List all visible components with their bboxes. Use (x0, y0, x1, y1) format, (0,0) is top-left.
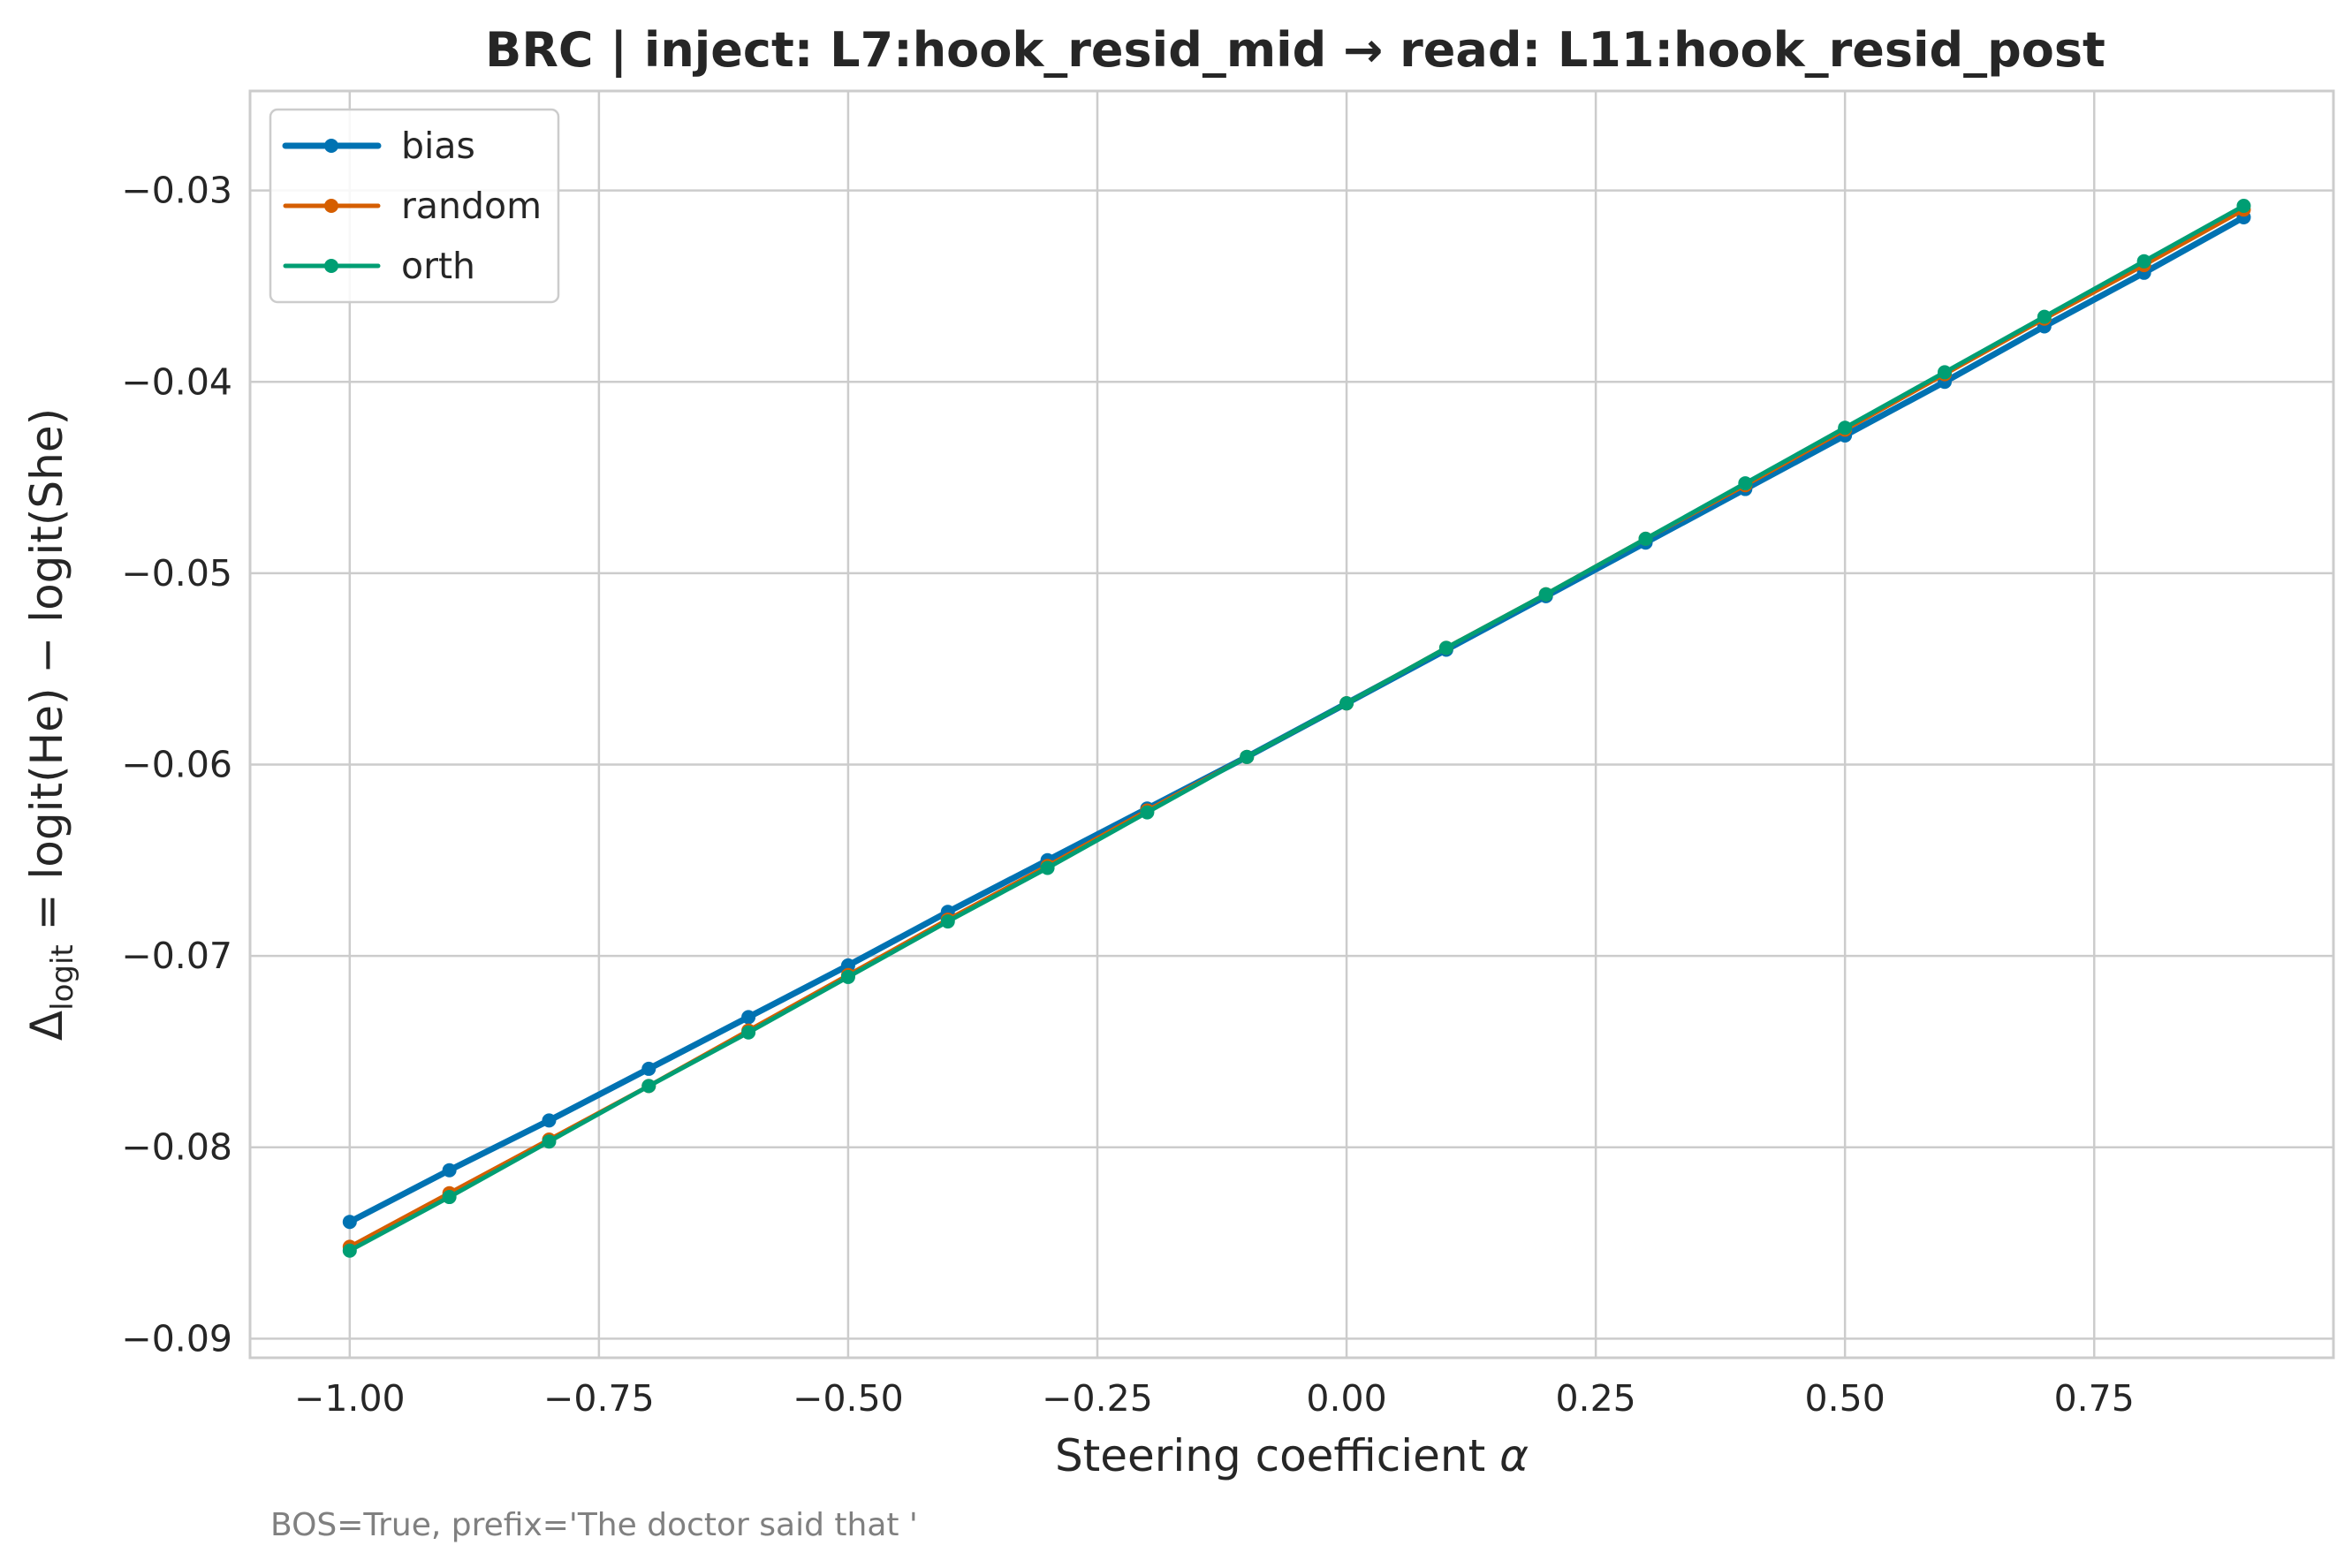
x-tick-label: 0.75 (2054, 1377, 2135, 1420)
chart-title: BRC | inject: L7:hook_resid_mid → read: … (485, 22, 2105, 78)
footnote: BOS=True, prefix='The doctor said that ' (270, 1507, 918, 1543)
data-point-bias (741, 1010, 756, 1025)
data-point-orth (1240, 749, 1255, 764)
y-tick-label: −0.05 (121, 552, 232, 595)
plot-frame (248, 89, 2335, 1360)
data-point-orth (1040, 860, 1055, 875)
data-point-orth (2236, 198, 2251, 213)
legend-label-bias: bias (401, 125, 475, 167)
x-tick-label: −0.50 (793, 1377, 904, 1420)
legend-marker-bias (324, 139, 338, 153)
y-tick-label: −0.06 (121, 743, 232, 785)
data-point-orth (940, 914, 955, 929)
data-point-orth (641, 1079, 656, 1094)
data-point-orth (1937, 365, 1952, 380)
data-point-orth (342, 1243, 357, 1258)
legend-label-orth: orth (401, 245, 475, 287)
data-point-orth (1638, 531, 1653, 546)
x-tick-label: 0.25 (1555, 1377, 1635, 1420)
data-point-orth (542, 1134, 557, 1149)
data-point-orth (1438, 640, 1453, 655)
y-tick-label: −0.04 (121, 360, 232, 403)
y-tick-label: −0.09 (121, 1317, 232, 1360)
legend-label-random: random (401, 185, 542, 227)
x-tick-label: −0.25 (1042, 1377, 1153, 1420)
data-point-orth (1838, 420, 1853, 436)
series-orth (342, 198, 2251, 1258)
x-tick-label: −1.00 (294, 1377, 406, 1420)
y-tick-label: −0.03 (121, 170, 232, 212)
legend-marker-orth (324, 259, 338, 273)
data-point-orth (1339, 696, 1354, 711)
data-point-bias (342, 1215, 357, 1230)
y-axis-label: Δlogit = logit(He) − logit(She) (21, 408, 80, 1041)
legend-box (269, 108, 560, 304)
x-axis-label: Steering coefficient α (1055, 1430, 1529, 1481)
data-point-bias (641, 1061, 656, 1076)
data-point-orth (840, 969, 855, 984)
series-line-orth (347, 203, 2246, 1254)
data-point-orth (2037, 309, 2052, 324)
data-point-orth (741, 1025, 756, 1040)
series-layer (342, 198, 2251, 1258)
x-tick-label: 0.00 (1306, 1377, 1386, 1420)
data-point-orth (442, 1190, 457, 1205)
data-point-orth (1140, 805, 1155, 820)
data-point-orth (2136, 254, 2151, 269)
x-axis-ticks: −1.00 −0.75 −0.50 −0.25 0.00 0.25 0.50 0.75 (294, 1377, 2135, 1420)
y-tick-label: −0.08 (121, 1126, 232, 1169)
data-point-orth (1538, 587, 1553, 602)
legend-marker-random (324, 199, 338, 213)
y-tick-label: −0.07 (121, 935, 232, 977)
data-point-bias (542, 1113, 557, 1128)
data-point-orth (1738, 476, 1753, 491)
y-axis-ticks: −0.09 −0.08 −0.07 −0.06 −0.05 −0.04 −0.03 (121, 170, 232, 1360)
legend: bias random orth (269, 108, 560, 304)
x-tick-label: −0.75 (543, 1377, 655, 1420)
x-tick-label: 0.50 (1805, 1377, 1885, 1420)
data-point-bias (442, 1163, 457, 1178)
